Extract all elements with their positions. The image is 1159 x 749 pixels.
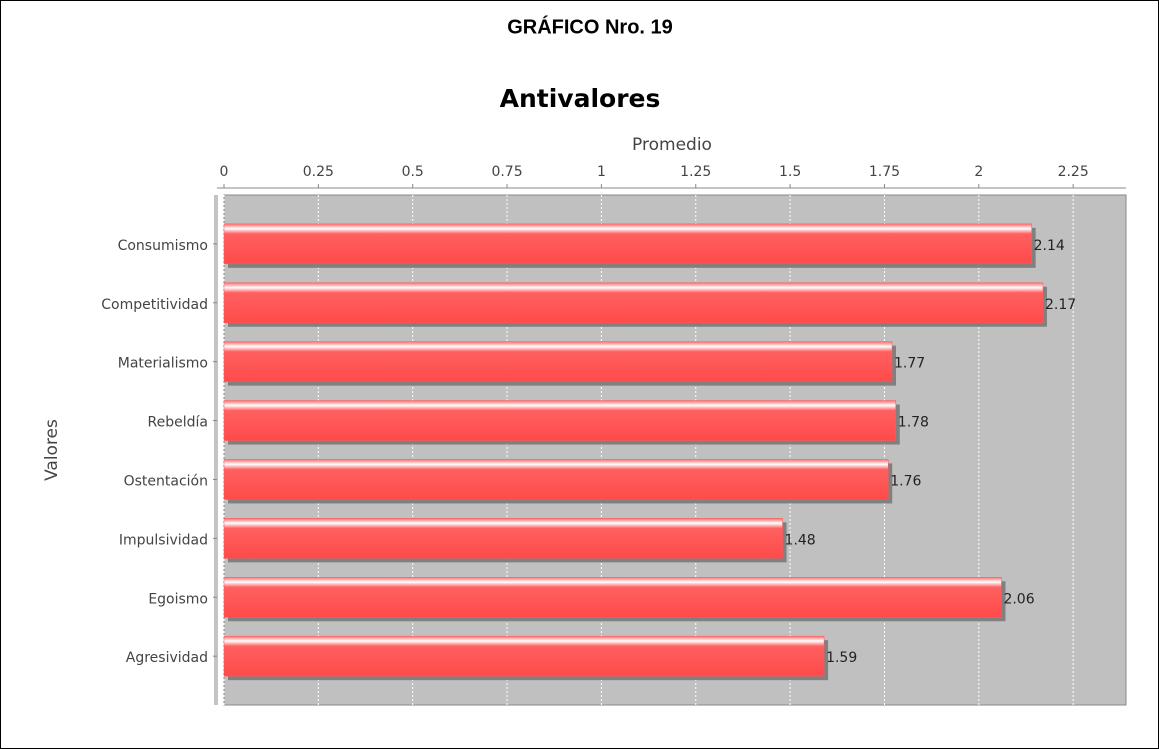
y-tick-label: Impulsividad	[119, 532, 208, 548]
y-tick-label: Competitividad	[101, 297, 208, 313]
x-tick-label: 1.75	[869, 164, 900, 180]
heading: GRÁFICO Nro. 19	[507, 15, 673, 38]
x-tick-label: 0.25	[303, 164, 334, 180]
x-tick-label: 1.25	[680, 164, 711, 180]
bar	[223, 223, 1032, 265]
value-label: 2.14	[1034, 238, 1065, 254]
x-tick-label: 1.5	[779, 164, 801, 180]
x-tick-label: 0.75	[491, 164, 522, 180]
y-tick-label: Consumismo	[118, 238, 208, 254]
y-tick-label: Materialismo	[118, 356, 208, 372]
value-label: 1.59	[826, 650, 857, 666]
value-label: 2.06	[1003, 591, 1034, 607]
bar	[223, 577, 1002, 618]
y-tick-label: Ostentación	[124, 473, 208, 489]
value-label: 1.48	[785, 532, 816, 548]
value-label: 2.17	[1045, 297, 1076, 313]
plot-area	[223, 194, 1127, 706]
x-tick-label: 1	[597, 164, 606, 180]
y-tick-label: Rebeldía	[148, 415, 208, 431]
bar	[223, 400, 897, 441]
x-tick-label: 0	[220, 164, 229, 180]
bar	[223, 282, 1044, 323]
value-label: 1.77	[894, 356, 925, 372]
x-tick-label: 2	[974, 164, 983, 180]
bar	[223, 635, 825, 677]
x-tick-label: 2.25	[1058, 164, 1089, 180]
x-axis-label: Promedio	[632, 135, 712, 155]
y-tick-label: Egoismo	[148, 591, 208, 607]
y-axis-label: Valores	[42, 419, 62, 481]
bar	[223, 518, 783, 559]
value-label: 1.78	[898, 415, 929, 431]
value-label: 1.76	[890, 473, 921, 489]
x-tick-label: 0.5	[402, 164, 424, 180]
bar	[223, 341, 893, 382]
bar	[223, 459, 889, 500]
y-tick-label: Agresividad	[126, 650, 208, 666]
chart-title: Antivalores	[500, 84, 661, 113]
